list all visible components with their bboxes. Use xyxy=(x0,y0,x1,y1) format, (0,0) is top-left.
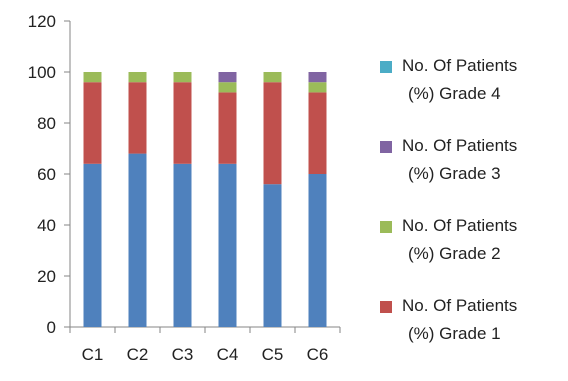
x-tick-label: C5 xyxy=(262,345,284,364)
bar-segment-grade-1 xyxy=(173,82,192,164)
bar-segment-base xyxy=(308,174,327,327)
y-axis: 0 20 40 60 80 100 120 xyxy=(28,12,71,337)
x-tick-label: C1 xyxy=(82,345,104,364)
legend-label: No. Of Patients (%) Grade 2 xyxy=(402,212,517,268)
bar-segment-base xyxy=(83,163,102,327)
x-tick-label: C2 xyxy=(127,345,149,364)
bar-segment-grade-2 xyxy=(128,72,147,83)
bar-segment-base xyxy=(128,153,147,327)
y-tick-label: 80 xyxy=(37,114,56,133)
bar-segment-grade-1 xyxy=(128,82,147,154)
bar-segment-grade-2 xyxy=(83,72,102,83)
bar-stack xyxy=(218,72,237,327)
y-tick-label: 20 xyxy=(37,267,56,286)
legend-label: No. Of Patients (%) Grade 1 xyxy=(402,292,517,348)
bar-segment-base xyxy=(263,184,282,327)
bar-segment-grade-2 xyxy=(263,72,282,83)
y-tick-label: 0 xyxy=(47,318,56,337)
legend-label-line: (%) Grade 1 xyxy=(408,324,501,343)
legend-item-grade-3: No. Of Patients (%) Grade 3 xyxy=(380,132,566,212)
bar-segment-grade-1 xyxy=(308,92,327,174)
bar-stack xyxy=(263,72,282,327)
bars xyxy=(83,72,327,327)
legend-swatch xyxy=(380,301,392,313)
bar-segment-grade-1 xyxy=(83,82,102,164)
bar-segment-grade-2 xyxy=(308,82,327,93)
legend: No. Of Patients (%) Grade 4 No. Of Patient… xyxy=(380,52,566,372)
x-tick-label: C3 xyxy=(172,345,194,364)
y-tick-label: 120 xyxy=(28,12,56,31)
legend-swatch xyxy=(380,141,392,153)
bar-segment-grade-2 xyxy=(218,82,237,93)
bar-stack xyxy=(308,72,327,327)
legend-label-line: No. Of Patients xyxy=(402,216,518,235)
x-tick-label: C4 xyxy=(217,345,239,364)
bar-segment-grade-1 xyxy=(218,92,237,164)
legend-swatch xyxy=(380,221,392,233)
y-tick-label: 40 xyxy=(37,216,56,235)
y-tick-label: 100 xyxy=(28,63,56,82)
x-axis: C1 C2 C3 C4 C5 C6 xyxy=(69,326,341,364)
legend-label-line: (%) Grade 4 xyxy=(408,84,501,103)
legend-label-line: No. Of Patients xyxy=(402,296,518,315)
legend-label: No. Of Patients (%) Grade 4 xyxy=(402,52,517,108)
legend-item-grade-4: No. Of Patients (%) Grade 4 xyxy=(380,52,566,132)
legend-label-line: (%) Grade 2 xyxy=(408,244,501,263)
legend-label-line: No. Of Patients xyxy=(402,56,518,75)
bar-stack xyxy=(173,72,192,327)
bar-segment-grade-1 xyxy=(263,82,282,185)
y-tick-label: 60 xyxy=(37,165,56,184)
bar-stack xyxy=(83,72,102,327)
bar-segment-base xyxy=(218,163,237,327)
legend-label: No. Of Patients (%) Grade 3 xyxy=(402,132,517,188)
bar-stack xyxy=(128,72,147,327)
legend-swatch xyxy=(380,61,392,73)
legend-item-grade-1: No. Of Patients (%) Grade 1 xyxy=(380,292,566,372)
legend-label-line: No. Of Patients xyxy=(402,136,518,155)
bar-segment-grade-2 xyxy=(173,72,192,83)
x-tick-label: C6 xyxy=(307,345,329,364)
legend-label-line: (%) Grade 3 xyxy=(408,164,501,183)
bar-segment-grade-3 xyxy=(308,72,327,83)
bar-segment-base xyxy=(173,163,192,327)
bar-segment-grade-3 xyxy=(218,72,237,83)
legend-item-grade-2: No. Of Patients (%) Grade 2 xyxy=(380,212,566,292)
